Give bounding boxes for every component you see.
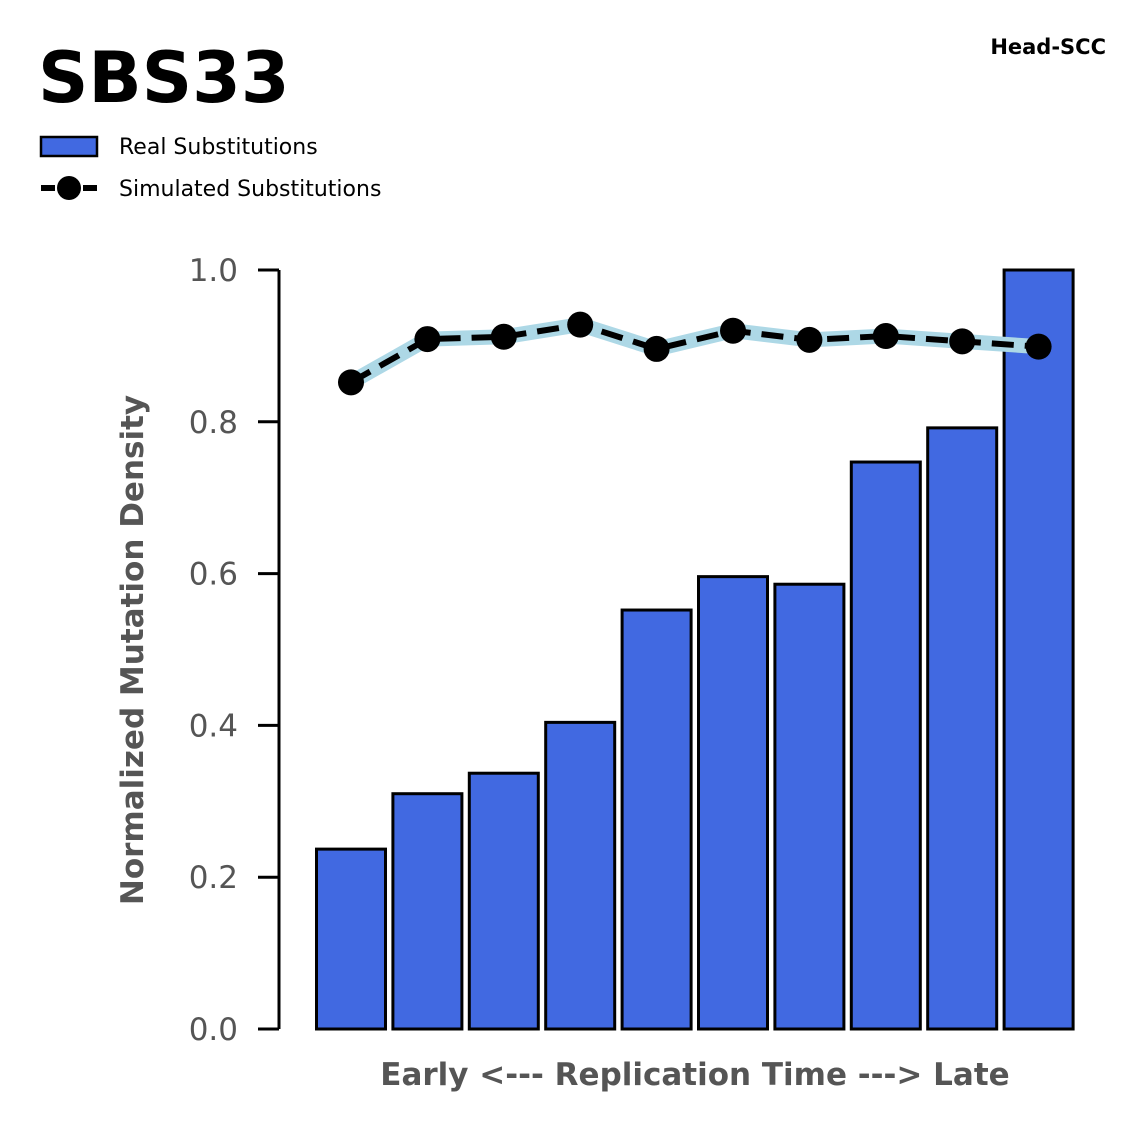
bar-series: [315, 268, 1075, 1031]
legend: Real Substitutions Simulated Substitutio…: [39, 135, 381, 202]
chart-title: SBS33: [38, 37, 290, 119]
simulated-point: [720, 317, 746, 344]
bar: [1002, 268, 1075, 1031]
simulated-point: [490, 323, 517, 350]
simulated-point: [796, 326, 823, 353]
y-tick-label: 0.0: [189, 1012, 238, 1048]
bar: [849, 460, 922, 1031]
simulated-point: [414, 326, 441, 353]
simulated-point: [567, 311, 594, 338]
bar: [391, 792, 464, 1031]
bar: [926, 426, 999, 1031]
bar: [773, 582, 846, 1031]
y-axis-title: Normalized Mutation Density: [115, 395, 151, 905]
bar: [620, 608, 693, 1031]
bar: [467, 771, 540, 1031]
x-axis-title: Early <--- Replication Time ---> Late: [380, 1057, 1009, 1093]
simulated-point: [643, 335, 670, 362]
bar: [544, 720, 617, 1031]
bar: [315, 847, 387, 1031]
y-tick-label: 0.2: [189, 860, 238, 896]
legend-label-simulated: Simulated Substitutions: [119, 177, 381, 202]
simulated-point: [1025, 333, 1052, 360]
y-tick-label: 0.6: [189, 557, 238, 593]
y-axis: 0.0 0.2 0.4 0.6 0.8 1.0: [189, 253, 281, 1048]
bar: [697, 575, 769, 1031]
legend-marker-simulated: [57, 176, 81, 200]
simulated-point: [872, 323, 899, 350]
y-tick-label: 0.8: [189, 405, 238, 441]
simulated-point: [338, 369, 364, 396]
y-tick-label: 0.4: [189, 708, 238, 744]
simulated-line-series: [338, 311, 1052, 396]
legend-label-real: Real Substitutions: [119, 135, 318, 160]
y-tick-label: 1.0: [189, 253, 238, 289]
chart-subtitle: Head-SCC: [990, 35, 1106, 59]
legend-swatch-real: [39, 135, 99, 158]
simulated-band: [343, 317, 1047, 390]
simulated-point: [949, 328, 976, 355]
